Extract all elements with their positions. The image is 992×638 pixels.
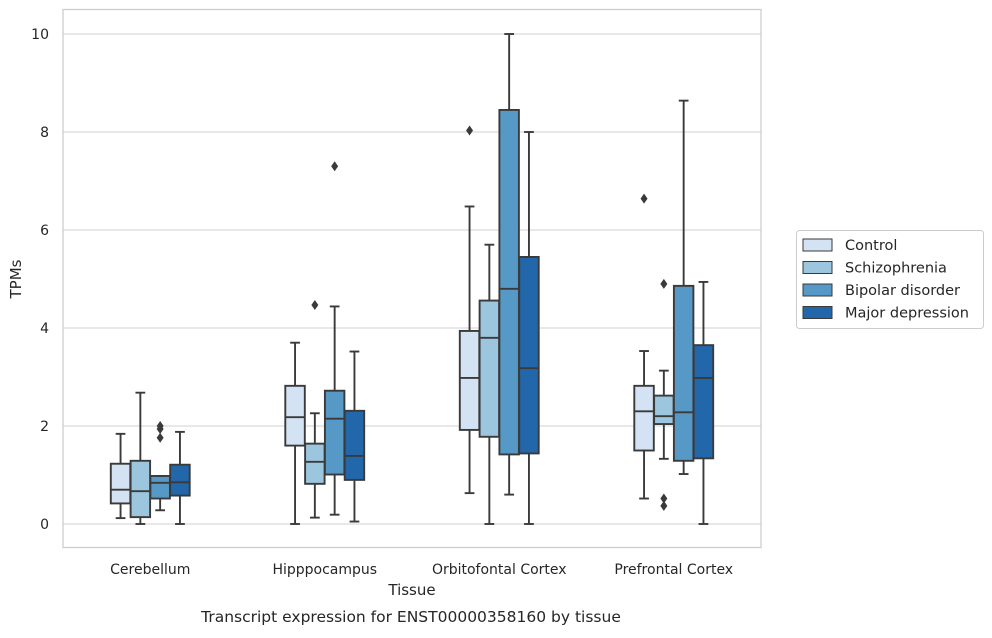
legend: Control Schizophrenia Bipolar disorder Majo… — [796, 230, 984, 329]
outlier-point — [331, 161, 339, 172]
boxes-layer — [109, 33, 715, 525]
box-2-1 — [478, 243, 501, 525]
y-tick-label: 0 — [40, 517, 49, 533]
legend-swatch — [802, 283, 833, 297]
box-body — [653, 394, 675, 425]
y-axis-label: TPMs — [7, 259, 25, 299]
box-body — [692, 344, 715, 460]
y-tick-label: 4 — [40, 321, 49, 337]
outlier-point — [640, 193, 648, 204]
box-body — [284, 384, 306, 447]
chart-caption: Transcript expression for ENST0000035816… — [200, 608, 621, 626]
y-tick-label: 6 — [40, 223, 49, 239]
box-body — [169, 463, 191, 497]
outlier-point — [156, 432, 164, 443]
box-3-1 — [653, 278, 675, 511]
box-body — [518, 256, 540, 455]
outlier-point — [660, 500, 668, 511]
box-body — [478, 299, 501, 438]
legend-frame — [796, 230, 984, 329]
y-tick-label: 2 — [40, 419, 49, 435]
legend-swatch — [802, 238, 833, 252]
box-body — [458, 329, 481, 431]
box-1-1 — [304, 299, 326, 519]
box-1-0 — [284, 341, 306, 525]
box-2-0 — [458, 125, 481, 495]
box-body — [498, 108, 520, 456]
legend-label: Schizophrenia — [845, 261, 947, 277]
box-0-2 — [149, 421, 171, 512]
box-body — [672, 284, 695, 462]
box-3-3 — [692, 280, 715, 525]
box-1-2 — [323, 161, 346, 516]
box-0-1 — [129, 391, 152, 525]
legend-swatch — [802, 261, 833, 274]
box-body — [633, 384, 655, 452]
box-3-0 — [633, 193, 655, 500]
box-3-2 — [672, 99, 695, 475]
legend-label: Bipolar disorder — [845, 283, 960, 299]
box-0-3 — [169, 430, 191, 525]
legend-items: Control Schizophrenia Bipolar disorder Majo… — [802, 238, 969, 322]
x-tick-label: Prefrontal Cortex — [614, 562, 733, 578]
x-tick-labels: Cerebellum Hipppocampus Orbitofontal Corte… — [110, 562, 733, 578]
box-2-3 — [518, 131, 540, 525]
box-body — [149, 475, 171, 500]
box-0-0 — [109, 432, 132, 520]
x-tick-label: Cerebellum — [110, 562, 190, 578]
y-tick-labels: 0 2 4 6 8 10 — [31, 27, 49, 533]
x-axis-label: Tissue — [387, 581, 435, 599]
y-tick-label: 10 — [31, 27, 49, 43]
x-tick-label: Orbitofontal Cortex — [432, 562, 567, 578]
box-body — [304, 442, 326, 485]
outlier-point — [156, 423, 164, 434]
outlier-point — [466, 125, 474, 136]
x-tick-label: Hipppocampus — [272, 562, 377, 578]
box-body — [343, 409, 366, 481]
outlier-point — [660, 278, 668, 289]
box-1-3 — [343, 350, 366, 523]
grid-layer — [63, 33, 761, 525]
box-body — [323, 389, 346, 476]
plot-frame — [62, 8, 762, 549]
legend-swatch — [802, 306, 833, 319]
outlier-point — [311, 299, 319, 310]
box-body — [109, 462, 132, 505]
y-tick-label: 8 — [40, 125, 49, 141]
legend-label: Control — [845, 238, 897, 254]
outlier-point — [660, 493, 668, 504]
box-2-2 — [498, 33, 520, 496]
box-body — [129, 459, 152, 519]
legend-label: Major depression — [845, 306, 969, 322]
